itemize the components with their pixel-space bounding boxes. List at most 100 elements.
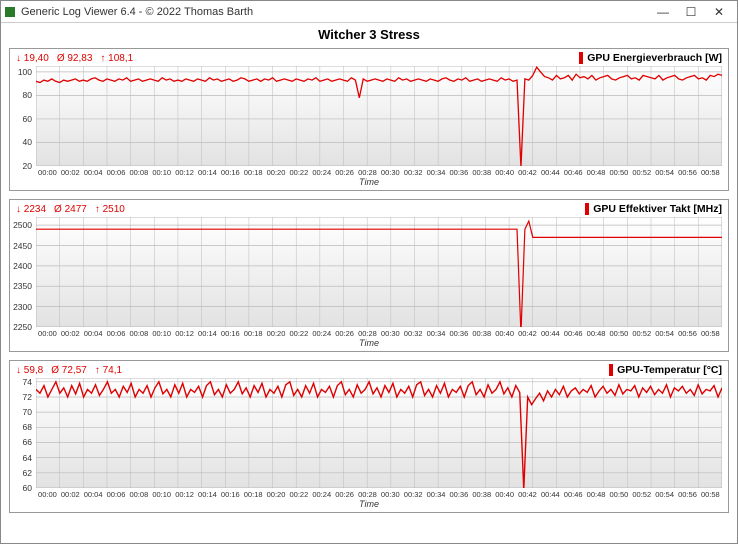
x-tick-label: 00:50 <box>607 329 630 338</box>
x-tick-label: 00:28 <box>356 329 379 338</box>
x-tick-label: 00:56 <box>676 329 699 338</box>
y-axis-labels: 6062646668707274 <box>12 378 34 488</box>
chart-header: ↓ 19,40 Ø 92,83 ↑ 108,1 GPU Energieverbr… <box>10 49 728 64</box>
x-tick-label: 00:48 <box>585 329 608 338</box>
close-button[interactable]: ✕ <box>705 3 733 21</box>
x-tick-label: 00:40 <box>493 168 516 177</box>
stat-min: ↓ 2234 <box>16 204 46 215</box>
plot-area: 20406080100 <box>36 66 722 166</box>
x-tick-label: 00:54 <box>653 329 676 338</box>
chart-stats: ↓ 19,40 Ø 92,83 ↑ 108,1 <box>16 53 133 64</box>
y-tick-label: 62 <box>23 468 32 478</box>
x-tick-label: 00:58 <box>699 168 722 177</box>
chart-legend: GPU Energieverbrauch [W] <box>579 52 722 64</box>
x-tick-label: 00:00 <box>36 168 59 177</box>
x-tick-label: 00:28 <box>356 168 379 177</box>
x-tick-label: 00:56 <box>676 168 699 177</box>
x-tick-label: 00:22 <box>287 329 310 338</box>
x-tick-label: 00:12 <box>173 329 196 338</box>
y-tick-label: 60 <box>23 114 32 124</box>
minimize-button[interactable]: — <box>649 3 677 21</box>
y-tick-label: 80 <box>23 90 32 100</box>
page-title: Witcher 3 Stress <box>1 23 737 48</box>
x-tick-label: 00:58 <box>699 490 722 499</box>
x-tick-label: 00:10 <box>150 168 173 177</box>
x-tick-label: 00:14 <box>196 329 219 338</box>
x-tick-label: 00:36 <box>447 329 470 338</box>
x-tick-label: 00:56 <box>676 490 699 499</box>
x-tick-label: 00:14 <box>196 168 219 177</box>
x-tick-label: 00:42 <box>516 490 539 499</box>
app-icon <box>5 7 15 17</box>
y-tick-label: 70 <box>23 407 32 417</box>
x-tick-label: 00:26 <box>333 329 356 338</box>
x-tick-label: 00:06 <box>105 490 128 499</box>
y-tick-label: 2300 <box>13 302 32 312</box>
chart-panel: ↓ 2234 Ø 2477 ↑ 2510 GPU Effektiver Takt… <box>9 199 729 352</box>
x-tick-label: 00:44 <box>539 329 562 338</box>
x-axis-labels: 00:0000:0200:0400:0600:0800:1000:1200:14… <box>36 168 722 177</box>
x-tick-label: 00:20 <box>265 490 288 499</box>
chart-panel: ↓ 19,40 Ø 92,83 ↑ 108,1 GPU Energieverbr… <box>9 48 729 191</box>
x-tick-label: 00:20 <box>265 168 288 177</box>
x-tick-label: 00:44 <box>539 168 562 177</box>
x-tick-label: 00:22 <box>287 490 310 499</box>
x-tick-label: 00:52 <box>630 168 653 177</box>
y-tick-label: 40 <box>23 137 32 147</box>
x-tick-label: 00:26 <box>333 168 356 177</box>
stat-max: ↑ 108,1 <box>100 53 133 64</box>
x-tick-label: 00:02 <box>59 490 82 499</box>
x-tick-label: 00:12 <box>173 168 196 177</box>
x-tick-label: 00:02 <box>59 168 82 177</box>
x-axis-title: Time <box>10 338 728 351</box>
chart-panel: ↓ 59,8 Ø 72,57 ↑ 74,1 GPU-Temperatur [°C… <box>9 360 729 513</box>
x-tick-label: 00:16 <box>219 168 242 177</box>
y-tick-label: 72 <box>23 392 32 402</box>
legend-swatch-icon <box>585 203 589 215</box>
x-tick-label: 00:32 <box>402 168 425 177</box>
x-axis-title: Time <box>10 177 728 190</box>
y-tick-label: 20 <box>23 161 32 171</box>
legend-swatch-icon <box>609 364 613 376</box>
x-tick-label: 00:58 <box>699 329 722 338</box>
x-tick-label: 00:22 <box>287 168 310 177</box>
y-tick-label: 2450 <box>13 241 32 251</box>
y-tick-label: 66 <box>23 437 32 447</box>
x-tick-label: 00:00 <box>36 329 59 338</box>
x-tick-label: 00:52 <box>630 490 653 499</box>
y-tick-label: 68 <box>23 422 32 432</box>
x-tick-label: 00:54 <box>653 168 676 177</box>
x-tick-label: 00:08 <box>127 168 150 177</box>
x-tick-label: 00:34 <box>425 168 448 177</box>
titlebar: Generic Log Viewer 6.4 - © 2022 Thomas B… <box>1 1 737 23</box>
y-axis-labels: 225023002350240024502500 <box>12 217 34 327</box>
x-tick-label: 00:18 <box>242 329 265 338</box>
stat-max: ↑ 74,1 <box>95 365 122 376</box>
chart-legend: GPU-Temperatur [°C] <box>609 364 722 376</box>
y-axis-labels: 20406080100 <box>12 66 34 166</box>
y-tick-label: 100 <box>18 67 32 77</box>
maximize-button[interactable]: ☐ <box>677 3 705 21</box>
x-tick-label: 00:30 <box>379 490 402 499</box>
x-tick-label: 00:50 <box>607 168 630 177</box>
x-tick-label: 00:14 <box>196 490 219 499</box>
x-tick-label: 00:50 <box>607 490 630 499</box>
chart-svg <box>36 66 722 166</box>
y-tick-label: 64 <box>23 453 32 463</box>
x-tick-label: 00:02 <box>59 329 82 338</box>
x-tick-label: 00:10 <box>150 490 173 499</box>
plot-area: 225023002350240024502500 <box>36 217 722 327</box>
x-tick-label: 00:38 <box>470 329 493 338</box>
chart-svg <box>36 217 722 327</box>
stat-avg: Ø 72,57 <box>51 365 87 376</box>
charts-container: ↓ 19,40 Ø 92,83 ↑ 108,1 GPU Energieverbr… <box>1 48 737 513</box>
x-tick-label: 00:40 <box>493 329 516 338</box>
x-tick-label: 00:26 <box>333 490 356 499</box>
plot-area: 6062646668707274 <box>36 378 722 488</box>
y-tick-label: 60 <box>23 483 32 493</box>
x-tick-label: 00:06 <box>105 329 128 338</box>
x-tick-label: 00:54 <box>653 490 676 499</box>
window-title: Generic Log Viewer 6.4 - © 2022 Thomas B… <box>21 6 649 18</box>
x-tick-label: 00:46 <box>562 329 585 338</box>
x-tick-label: 00:48 <box>585 490 608 499</box>
